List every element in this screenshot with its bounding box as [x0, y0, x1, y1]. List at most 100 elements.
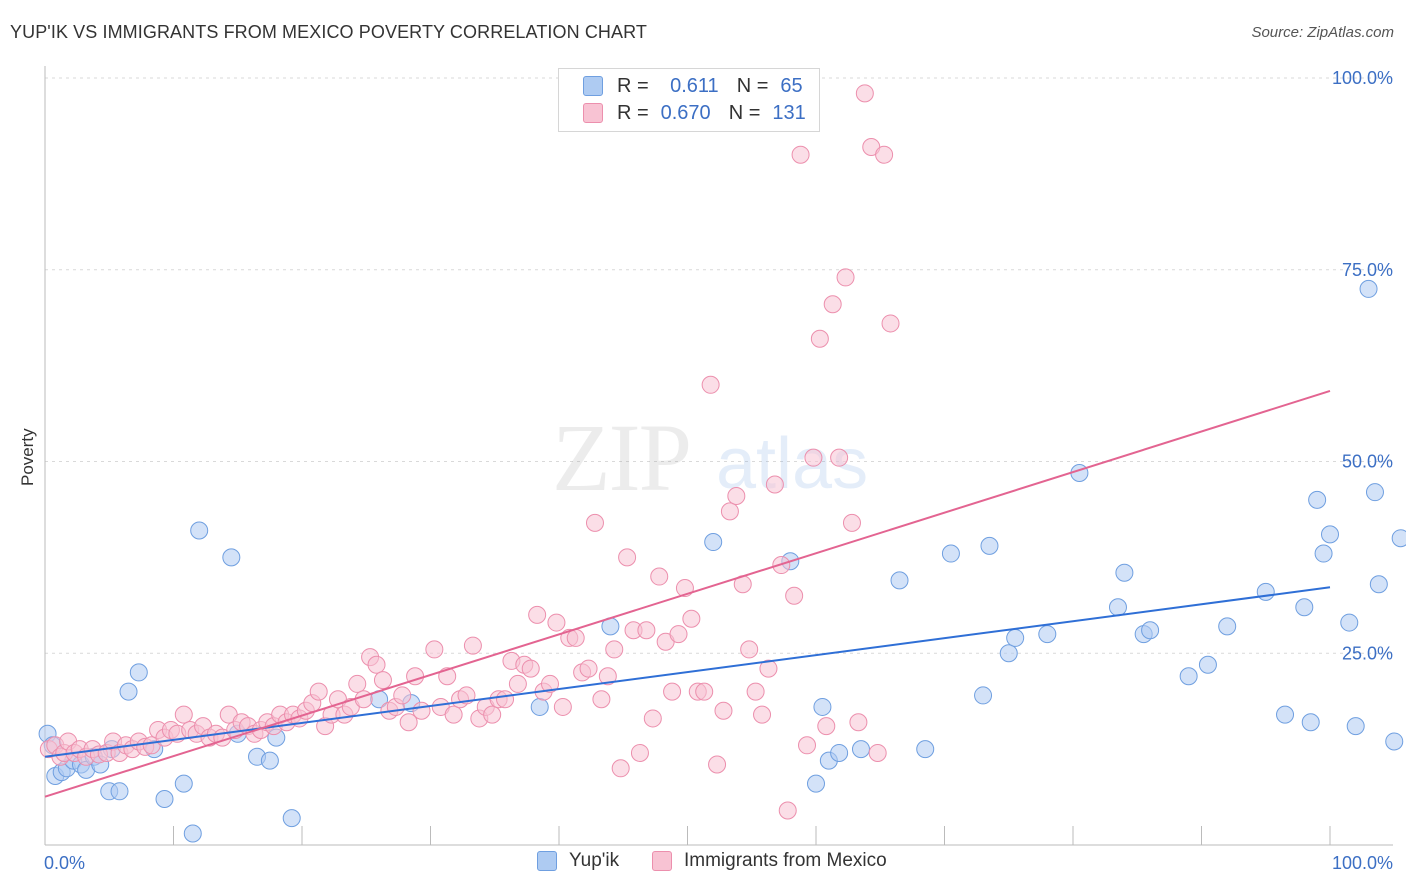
- data-point-yupik: [183, 824, 202, 843]
- data-point-yupik: [1314, 544, 1333, 563]
- data-point-yupik: [1256, 582, 1275, 601]
- data-point-yupik: [1346, 717, 1365, 736]
- data-point-mexico: [669, 625, 688, 644]
- grid-lines: [45, 77, 1393, 654]
- data-point-mexico: [348, 674, 367, 693]
- data-point-yupik: [916, 740, 935, 759]
- data-point-mexico: [425, 640, 444, 659]
- data-point-mexico: [483, 705, 502, 724]
- data-point-mexico: [842, 513, 861, 532]
- y-tick-label: 25.0%: [1342, 643, 1393, 663]
- correlation-legend: R = 0.611 N = 65 R = 0.670 N = 131: [558, 68, 820, 132]
- data-point-mexico: [496, 690, 515, 709]
- x-tick-label: 100.0%: [1332, 853, 1393, 873]
- data-point-yupik: [1276, 705, 1295, 724]
- data-point-mexico: [630, 743, 649, 762]
- data-point-yupik: [1301, 713, 1320, 732]
- data-point-yupik: [119, 682, 138, 701]
- data-point-mexico: [412, 701, 431, 720]
- data-point-mexico: [785, 586, 804, 605]
- trend-lines: [44, 389, 1331, 798]
- data-point-mexico: [541, 674, 560, 693]
- legend-row-mexico: R = 0.670 N = 131: [583, 100, 806, 126]
- data-point-yupik: [1369, 575, 1388, 594]
- data-point-yupik: [129, 663, 148, 682]
- legend-item-yupik: Yup'ik: [537, 850, 619, 872]
- legend-swatch-blue: [583, 76, 603, 96]
- data-point-yupik: [1321, 525, 1339, 544]
- data-point-yupik: [974, 686, 993, 705]
- data-point-yupik: [155, 789, 174, 808]
- data-point-mexico: [727, 487, 746, 506]
- data-point-yupik: [1340, 613, 1359, 632]
- data-point-yupik: [530, 697, 549, 716]
- data-point-mexico: [823, 295, 842, 314]
- legend-swatch-pink: [583, 103, 603, 123]
- data-point-mexico: [399, 713, 418, 732]
- y-tick-label: 100.0%: [1332, 68, 1393, 88]
- data-point-mexico: [367, 655, 386, 674]
- data-point-yupik: [190, 521, 209, 540]
- data-point-mexico: [740, 640, 759, 659]
- data-point-yupik: [110, 782, 129, 801]
- data-point-mexico: [875, 145, 894, 164]
- data-point-yupik: [890, 571, 909, 590]
- legend-n-label: N =: [736, 74, 769, 97]
- chart-title: YUP'IK VS IMMIGRANTS FROM MEXICO POVERTY…: [10, 22, 647, 42]
- legend-swatch-blue: [537, 851, 557, 871]
- legend-r-value: 0.611: [670, 74, 719, 97]
- data-point-mexico: [637, 621, 656, 640]
- data-point-mexico: [508, 674, 527, 693]
- legend-r-label: R =: [617, 101, 649, 124]
- series-legend: Yup'ik Immigrants from Mexico: [0, 850, 1406, 878]
- data-point-yupik: [1198, 655, 1217, 674]
- data-point-mexico: [528, 605, 547, 624]
- data-point-mexico: [444, 705, 463, 724]
- data-point-mexico: [817, 717, 836, 736]
- data-point-mexico: [746, 682, 765, 701]
- data-point-yupik: [1115, 563, 1134, 582]
- y-tick-label: 75.0%: [1342, 260, 1393, 280]
- data-point-mexico: [765, 475, 784, 494]
- data-point-yupik: [1070, 464, 1089, 483]
- data-point-mexico: [174, 705, 193, 724]
- data-point-yupik: [1141, 621, 1160, 640]
- data-point-mexico: [547, 613, 566, 632]
- data-point-mexico: [611, 759, 630, 778]
- data-point-mexico: [463, 636, 482, 655]
- data-point-mexico: [881, 314, 900, 333]
- data-point-mexico: [618, 548, 637, 567]
- data-point-yupik: [1218, 617, 1237, 636]
- legend-row-yupik: R = 0.611 N = 65: [583, 73, 803, 99]
- data-point-mexico: [830, 448, 849, 467]
- data-point-mexico: [759, 659, 778, 678]
- trend-line-mexico: [44, 389, 1331, 798]
- data-point-mexico: [798, 736, 817, 755]
- data-point-yupik: [999, 644, 1018, 663]
- data-point-yupik: [1359, 279, 1378, 298]
- data-point-yupik: [980, 536, 999, 555]
- data-point-mexico: [753, 705, 772, 724]
- data-point-yupik: [813, 697, 832, 716]
- data-point-mexico: [868, 743, 887, 762]
- data-point-mexico: [650, 567, 669, 586]
- data-point-yupik: [830, 743, 849, 762]
- data-point-mexico: [643, 709, 662, 728]
- data-point-mexico: [579, 659, 598, 678]
- data-point-yupik: [851, 740, 870, 759]
- data-point-mexico: [810, 329, 829, 348]
- data-point-mexico: [309, 682, 328, 701]
- data-point-yupik: [1006, 628, 1025, 647]
- legend-n-label: N =: [728, 101, 761, 124]
- data-point-mexico: [598, 667, 617, 686]
- data-point-yupik: [1391, 529, 1406, 548]
- data-point-mexico: [605, 640, 624, 659]
- data-point-mexico: [695, 682, 714, 701]
- data-point-mexico: [778, 801, 797, 820]
- legend-label-yupik: Yup'ik: [569, 850, 620, 871]
- data-point-mexico: [836, 268, 855, 287]
- data-point-mexico: [592, 690, 611, 709]
- data-point-mexico: [855, 84, 874, 103]
- data-point-mexico: [553, 697, 572, 716]
